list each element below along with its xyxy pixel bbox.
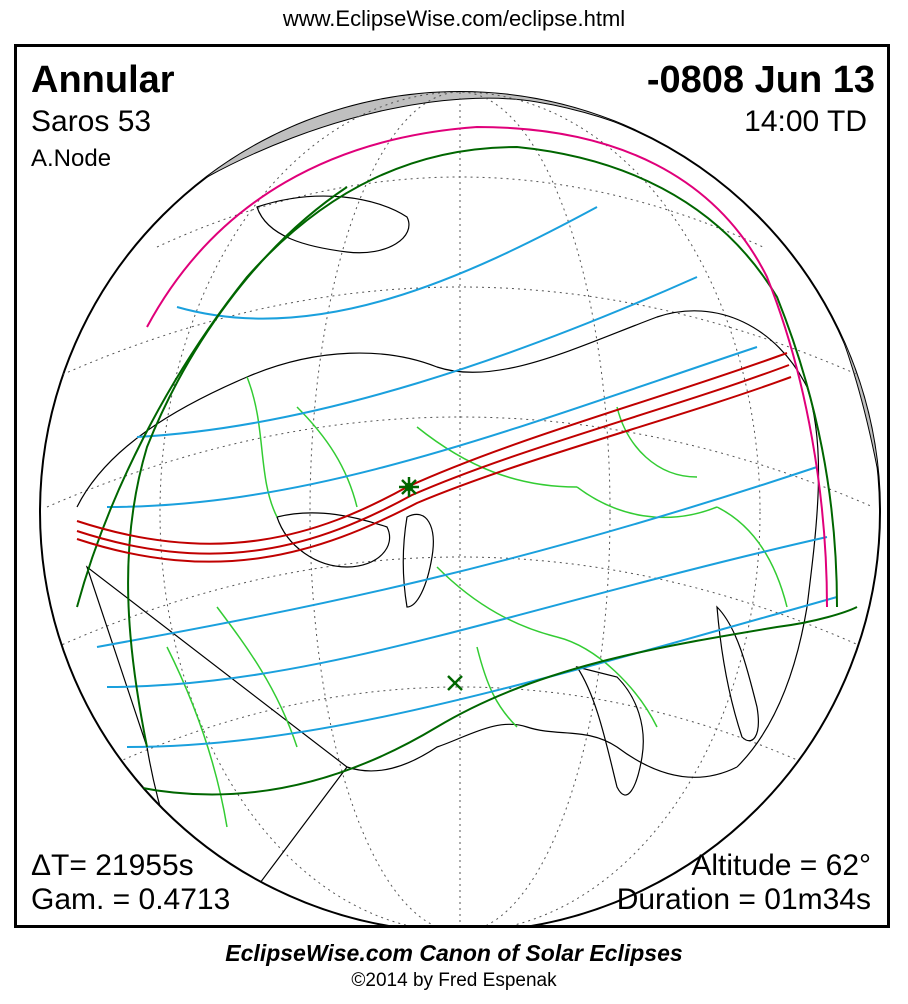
- x-mark-icon: [447, 675, 463, 691]
- source-url: www.EclipseWise.com/eclipse.html: [282, 6, 626, 31]
- delta-t: ΔT= 21955s: [31, 849, 194, 882]
- globe-map: [39, 91, 881, 925]
- eclipse-type: Annular: [31, 59, 175, 101]
- eclipse-map-frame: Annular Saros 53 A.Node -0808 Jun 13 14:…: [14, 44, 890, 928]
- penumbral-limits: [76, 145, 858, 796]
- magnitude-curves: [96, 206, 838, 748]
- central-duration: Duration = 01m34s: [616, 883, 871, 916]
- orbital-node: A.Node: [31, 145, 112, 172]
- sun-altitude: Altitude = 62°: [691, 849, 871, 882]
- gamma-value: Gam. = 0.4713: [31, 883, 231, 916]
- rise-set-curve: [146, 125, 828, 608]
- footer-title: EclipseWise.com Canon of Solar Eclipses: [225, 940, 683, 966]
- footer-copyright: ©2014 by Fred Espenak: [351, 970, 557, 991]
- asterisk-icon: [399, 477, 419, 497]
- eclipse-date: -0808 Jun 13: [646, 59, 875, 101]
- saros-number: Saros 53: [31, 105, 152, 138]
- political-borders: [166, 376, 788, 828]
- eclipse-time: 14:00 TD: [744, 105, 867, 138]
- graticule: [46, 92, 874, 925]
